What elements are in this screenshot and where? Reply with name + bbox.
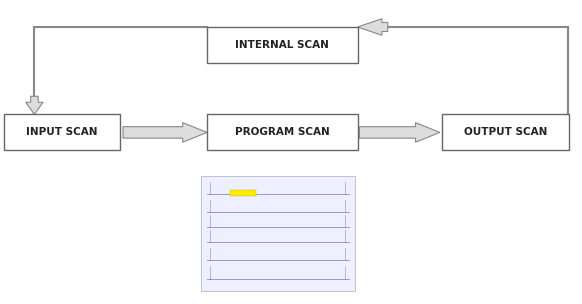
FancyBboxPatch shape bbox=[4, 114, 120, 150]
Text: INTERNAL SCAN: INTERNAL SCAN bbox=[235, 40, 329, 50]
Polygon shape bbox=[359, 123, 440, 142]
FancyBboxPatch shape bbox=[201, 176, 354, 291]
FancyBboxPatch shape bbox=[207, 114, 357, 150]
Text: INPUT SCAN: INPUT SCAN bbox=[26, 127, 98, 137]
Polygon shape bbox=[26, 96, 43, 114]
FancyBboxPatch shape bbox=[442, 114, 569, 150]
Polygon shape bbox=[123, 123, 207, 142]
Text: OUTPUT SCAN: OUTPUT SCAN bbox=[464, 127, 547, 137]
FancyBboxPatch shape bbox=[207, 27, 357, 63]
Text: PROGRAM SCAN: PROGRAM SCAN bbox=[235, 127, 329, 137]
FancyBboxPatch shape bbox=[230, 190, 256, 196]
Polygon shape bbox=[357, 19, 388, 35]
